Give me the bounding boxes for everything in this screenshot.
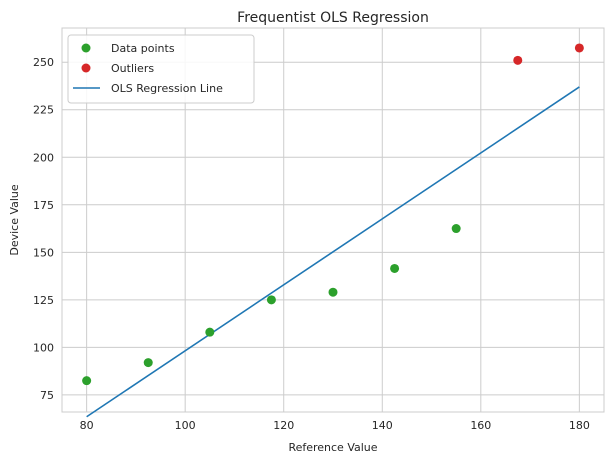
y-tick-label: 175 — [33, 199, 54, 212]
x-axis-label: Reference Value — [288, 441, 377, 454]
data-point — [82, 376, 92, 386]
data-point — [143, 358, 153, 368]
legend-label-outliers: Outliers — [111, 62, 154, 75]
legend-label-ols-line: OLS Regression Line — [111, 82, 223, 95]
y-tick-label: 100 — [33, 341, 54, 354]
chart-title: Frequentist OLS Regression — [237, 10, 429, 26]
x-tick-label: 160 — [470, 419, 491, 432]
x-tick-label: 80 — [80, 419, 94, 432]
series-layer — [82, 43, 584, 418]
data-point — [205, 327, 215, 337]
y-axis-label: Device Value — [8, 184, 21, 256]
y-tick-label: 250 — [33, 56, 54, 69]
y-tick-label: 200 — [33, 151, 54, 164]
data-point — [390, 263, 400, 273]
data-point — [451, 224, 461, 234]
x-ticks: 80 100 120 140 160 180 — [80, 419, 590, 432]
y-tick-label: 125 — [33, 294, 54, 307]
legend-marker-outliers — [81, 63, 91, 73]
y-tick-label: 75 — [40, 389, 54, 402]
plot-frame — [61, 27, 605, 413]
data-point — [328, 287, 338, 297]
y-tick-label: 150 — [33, 246, 54, 259]
legend: Data points Outliers OLS Regression Line — [67, 34, 255, 104]
y-tick-label: 225 — [33, 104, 54, 117]
y-ticks: 75 100 125 150 175 200 225 250 — [33, 56, 54, 402]
ols-regression-line — [86, 86, 580, 418]
x-tick-label: 140 — [372, 419, 393, 432]
legend-marker-data-points — [81, 43, 91, 53]
legend-box — [67, 34, 255, 104]
outlier-point — [513, 55, 523, 65]
x-tick-label: 100 — [175, 419, 196, 432]
x-tick-label: 120 — [273, 419, 294, 432]
data-point — [266, 295, 276, 305]
outlier-point — [574, 43, 584, 53]
x-tick-label: 180 — [569, 419, 590, 432]
legend-label-data-points: Data points — [111, 42, 175, 55]
